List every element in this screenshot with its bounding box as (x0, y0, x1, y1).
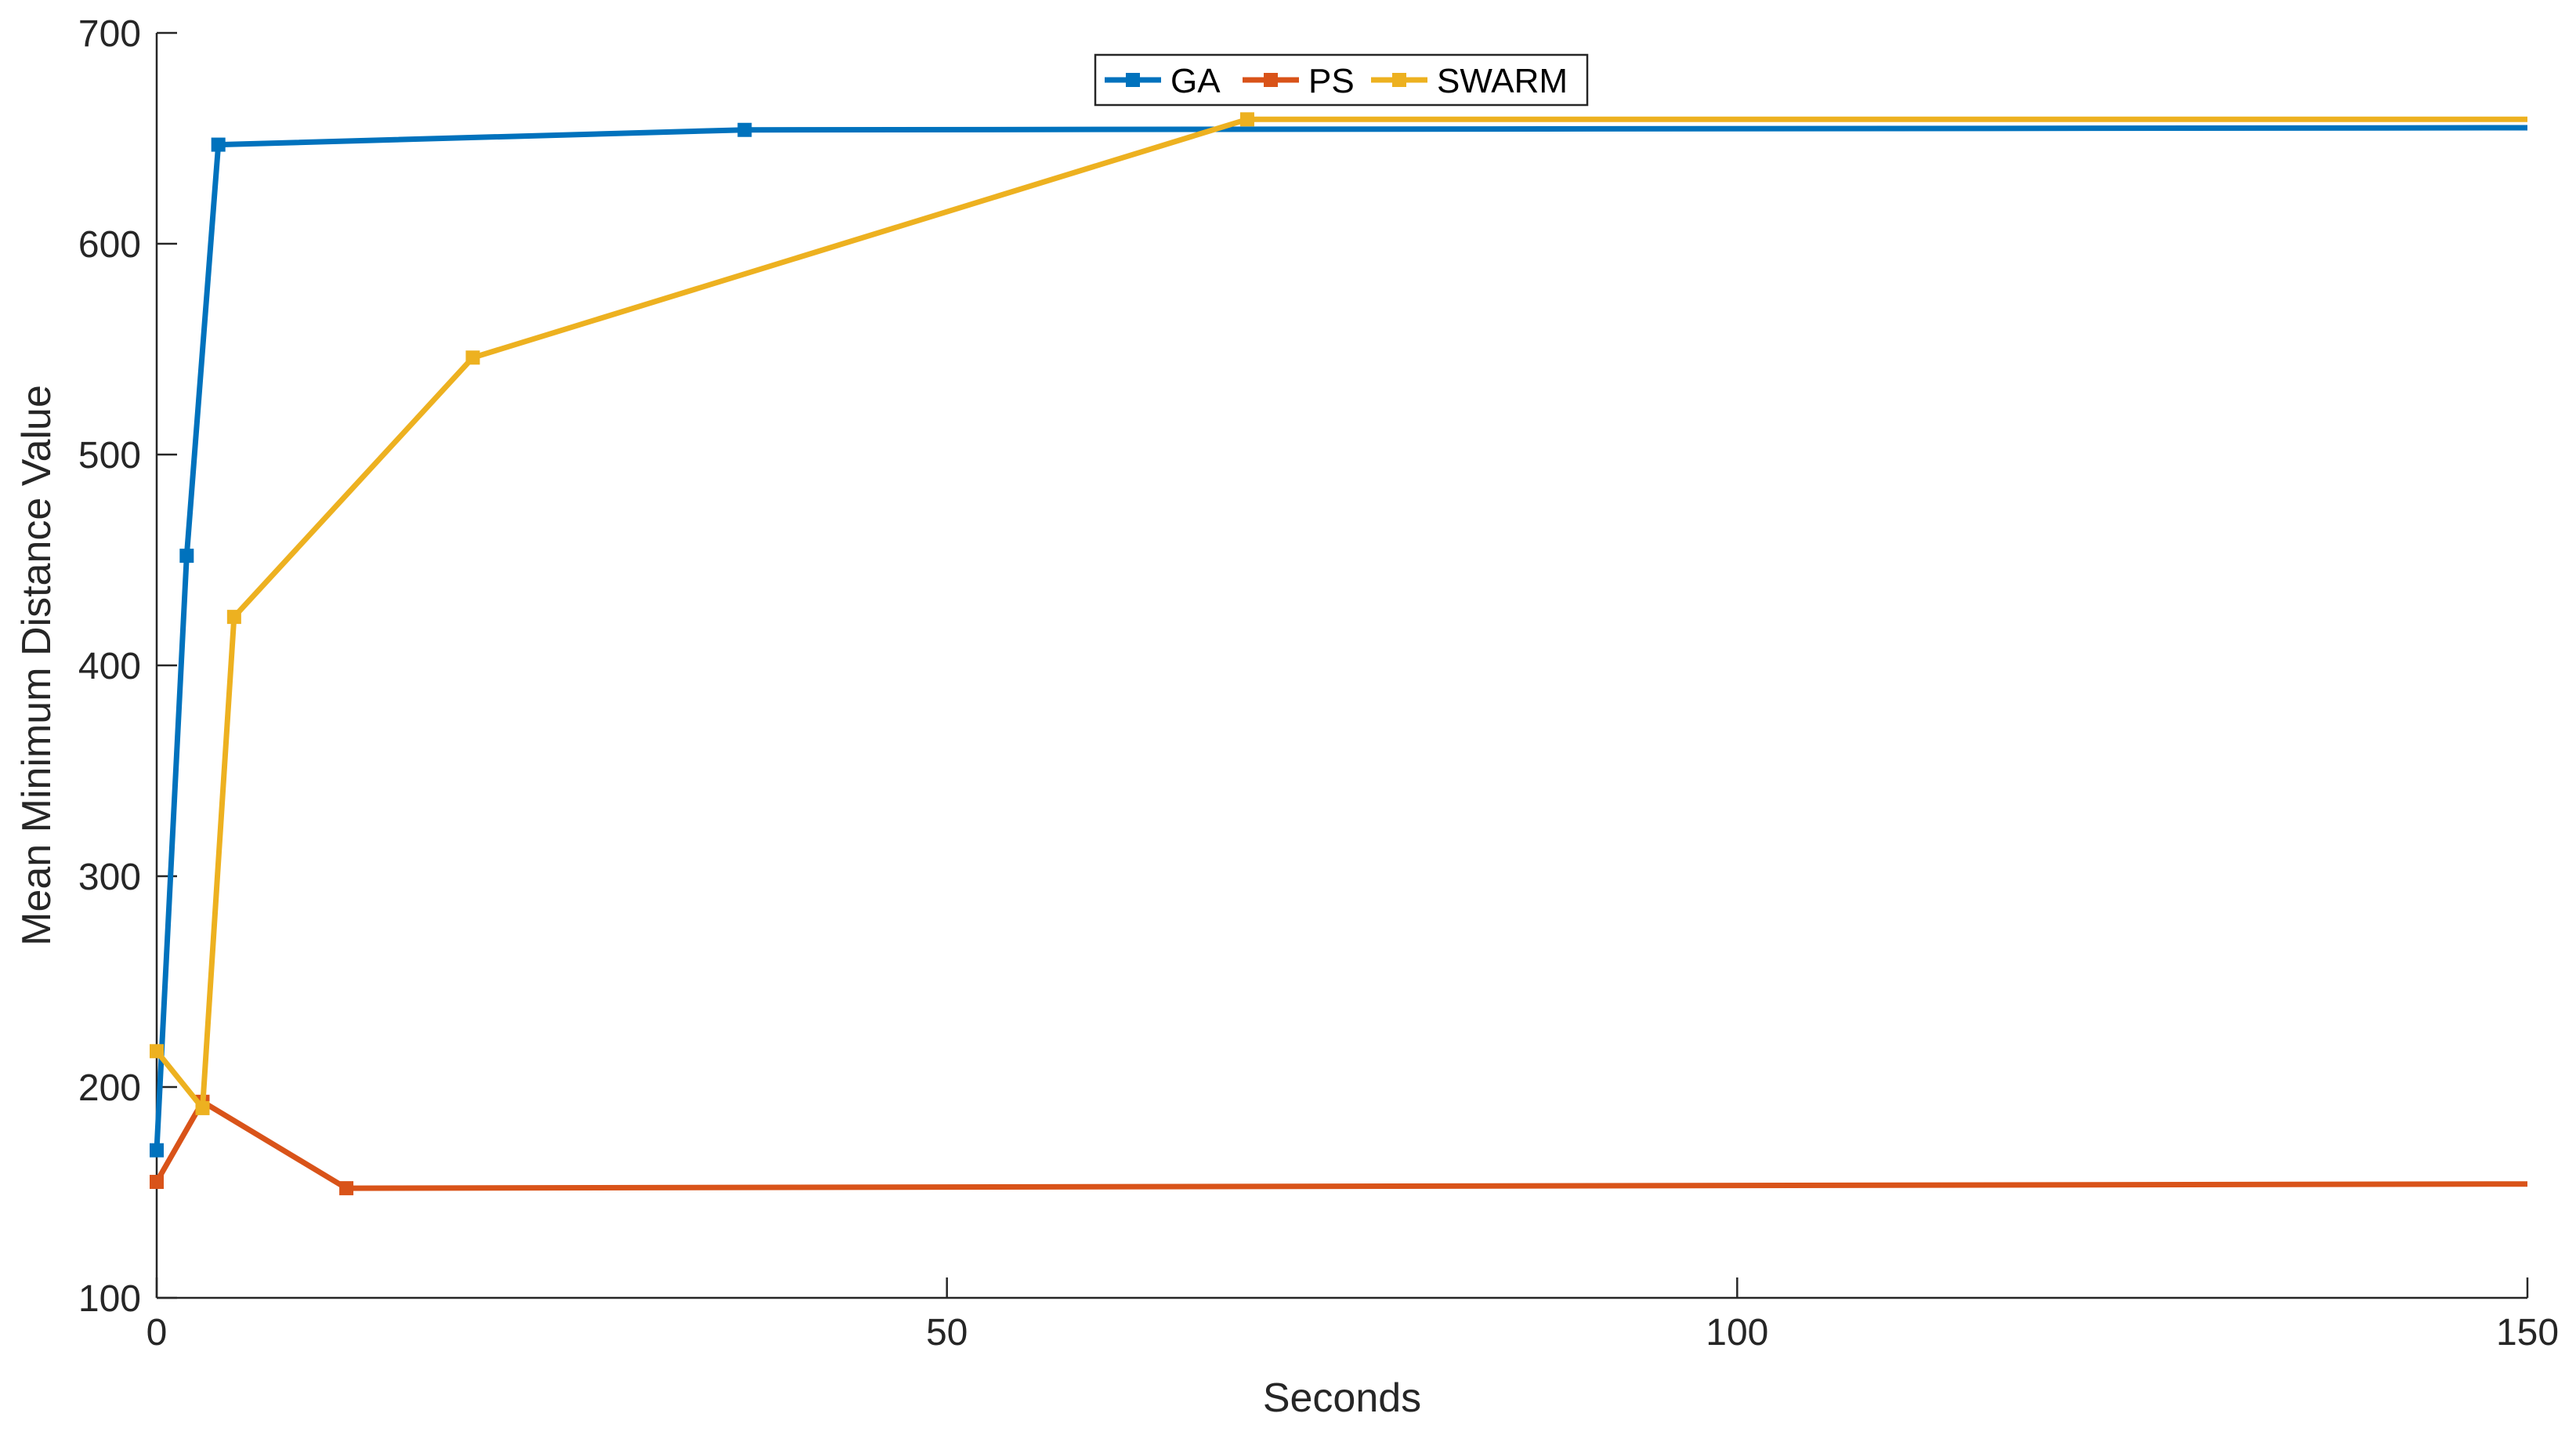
legend: GA PS SWARM (1094, 53, 1589, 107)
series-line (154, 125, 2528, 1151)
series-ps (150, 1094, 2528, 1196)
y-tick-label: 400 (78, 646, 141, 687)
legend-box (1094, 53, 1589, 107)
data-point (211, 137, 226, 152)
data-point (226, 610, 241, 625)
legend-swatch-marker (1126, 73, 1140, 87)
data-point (1239, 112, 1254, 127)
y-axis-title: Mean Minimum Distance Value (14, 385, 60, 946)
x-tick-label: 0 (147, 1312, 168, 1353)
legend-item-swarm: SWARM (1371, 62, 1568, 100)
series-swarm (150, 112, 2527, 1115)
legend-item-ga: GA (1105, 62, 1221, 100)
series-ga (150, 122, 2528, 1158)
data-point (150, 1143, 164, 1158)
y-tick-label: 100 (78, 1278, 141, 1320)
legend-label: GA (1170, 62, 1221, 100)
data-point (465, 350, 480, 365)
axes: 0 50 100 150 100 200 300 400 500 600 700 (78, 13, 2559, 1353)
x-tick-label: 150 (2496, 1312, 2559, 1353)
data-point (150, 1044, 164, 1059)
legend-label: PS (1308, 62, 1355, 100)
data-point (339, 1181, 354, 1196)
x-tick-label: 100 (1706, 1312, 1768, 1353)
series-line (154, 116, 2527, 1111)
x-axis-title: Seconds (1263, 1375, 1421, 1421)
y-tick-label: 500 (78, 435, 141, 477)
series-line (154, 1099, 2528, 1191)
legend-swatch-marker (1392, 73, 1406, 87)
legend-swatch-marker (1264, 73, 1278, 87)
legend-label: SWARM (1437, 62, 1568, 100)
data-point (150, 1175, 164, 1190)
y-tick-label: 600 (78, 224, 141, 266)
data-point (737, 122, 752, 137)
y-tick-label: 700 (78, 13, 141, 55)
series-layer (150, 112, 2528, 1196)
y-tick-label: 300 (78, 857, 141, 898)
x-tick-label: 50 (926, 1312, 968, 1353)
data-point (195, 1100, 210, 1115)
data-point (179, 549, 194, 563)
legend-item-ps: PS (1243, 62, 1355, 100)
y-tick-label: 200 (78, 1067, 141, 1109)
